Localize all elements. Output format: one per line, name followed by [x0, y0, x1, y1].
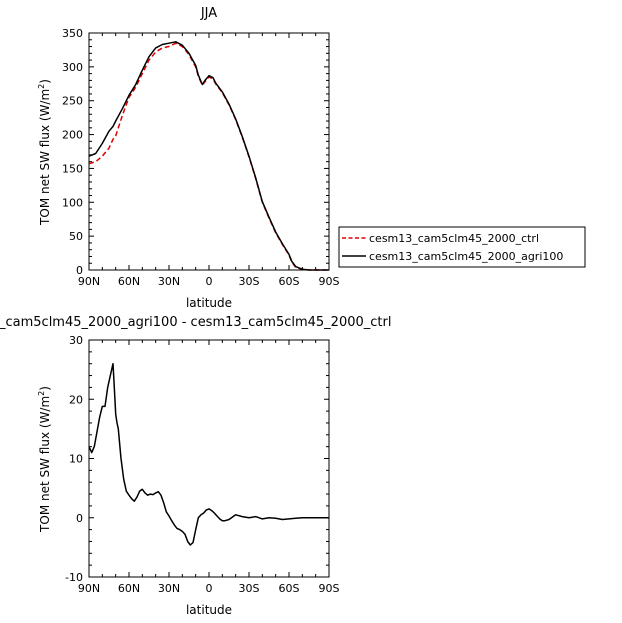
top-plot-frame	[88, 32, 330, 271]
legend-box	[338, 226, 586, 268]
bottom-y-tick-label: -10	[65, 571, 83, 584]
top-series-line-0	[88, 42, 329, 271]
bottom-chart-panel: _cam5clm45_2000_agri100 - cesm13_cam5clm…	[0, 315, 391, 617]
bottom-y-tick-label: 30	[69, 334, 83, 347]
top-chart-title: JJA	[200, 6, 217, 21]
top-y-axis-label: TOM net SW flux (W/m2)	[37, 79, 52, 226]
top-x-tick-label: 30S	[239, 275, 260, 288]
top-y-tick-label: 50	[69, 230, 83, 243]
bottom-y-axis-label: TOM net SW flux (W/m2)	[37, 386, 52, 533]
top-y-tick-label: 0	[76, 264, 83, 277]
top-x-tick-label: 60S	[279, 275, 300, 288]
top-x-tick-label: 30N	[158, 275, 180, 288]
bottom-y-tick-label: 10	[69, 453, 83, 466]
bottom-x-tick-label: 0	[206, 582, 213, 595]
top-x-tick-label: 90S	[319, 275, 340, 288]
top-y-tick-label: 200	[62, 129, 83, 142]
bottom-chart-title: _cam5clm45_2000_agri100 - cesm13_cam5clm…	[0, 315, 391, 330]
bottom-x-tick-label: 30S	[239, 582, 260, 595]
bottom-x-tick-label: 60S	[279, 582, 300, 595]
bottom-series-line-0	[88, 362, 329, 546]
bottom-x-tick-label: 30N	[158, 582, 180, 595]
top-series-line-1	[88, 41, 329, 271]
top-y-tick-label: 250	[62, 95, 83, 108]
top-y-tick-label: 150	[62, 162, 83, 175]
top-y-tick-label: 100	[62, 196, 83, 209]
top-x-axis-label: latitude	[186, 296, 232, 310]
bottom-x-tick-label: 60N	[118, 582, 140, 595]
top-x-tick-label: 0	[206, 275, 213, 288]
bottom-x-tick-label: 90N	[78, 582, 100, 595]
top-x-tick-label: 60N	[118, 275, 140, 288]
bottom-y-tick-label: 0	[76, 512, 83, 525]
bottom-x-tick-label: 90S	[319, 582, 340, 595]
legend-label-agri100: cesm13_cam5clm45_2000_agri100	[369, 250, 563, 263]
bottom-y-tick-label: 20	[69, 393, 83, 406]
top-chart-legend: cesm13_cam5clm45_2000_ctrl cesm13_cam5cl…	[338, 226, 586, 268]
top-x-tick-label: 90N	[78, 275, 100, 288]
bottom-x-axis-label: latitude	[186, 603, 232, 617]
bottom-plot-frame	[88, 339, 330, 578]
top-chart-panel: JJA 90N 60N 30N 0 30S 60S 90S 0 50 100 150 200 250 30…	[37, 6, 340, 310]
top-y-tick-label: 350	[62, 27, 83, 40]
legend-label-ctrl: cesm13_cam5clm45_2000_ctrl	[369, 232, 539, 245]
top-y-tick-label: 300	[62, 61, 83, 74]
